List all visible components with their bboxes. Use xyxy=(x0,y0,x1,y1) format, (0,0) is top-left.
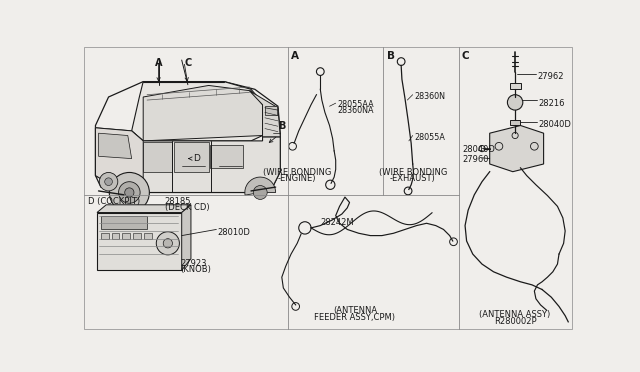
Polygon shape xyxy=(182,205,191,270)
Text: 28185: 28185 xyxy=(164,197,191,206)
Bar xyxy=(97,212,182,270)
Polygon shape xyxy=(99,133,132,158)
Circle shape xyxy=(109,173,149,212)
Text: A: A xyxy=(155,58,163,68)
Circle shape xyxy=(508,95,523,110)
Polygon shape xyxy=(97,205,191,212)
Polygon shape xyxy=(174,142,209,172)
Bar xyxy=(265,106,277,115)
Text: FEEDER ASSY,CPM): FEEDER ASSY,CPM) xyxy=(314,312,396,322)
Text: 28242M: 28242M xyxy=(320,218,354,227)
Circle shape xyxy=(99,173,118,191)
Text: 28360N: 28360N xyxy=(414,92,445,102)
Text: 27962: 27962 xyxy=(538,71,564,81)
Bar xyxy=(111,233,119,240)
Bar xyxy=(101,233,109,240)
Polygon shape xyxy=(250,91,280,137)
Polygon shape xyxy=(490,125,543,172)
Text: 28040D: 28040D xyxy=(538,120,571,129)
Circle shape xyxy=(118,182,140,203)
Polygon shape xyxy=(143,86,262,141)
Bar xyxy=(122,233,130,240)
Text: (DECK CD): (DECK CD) xyxy=(164,203,209,212)
Text: (ANTENNA ASSY): (ANTENNA ASSY) xyxy=(479,310,551,319)
Polygon shape xyxy=(143,142,172,172)
Text: (WIRE BONDING: (WIRE BONDING xyxy=(263,168,332,177)
Text: D: D xyxy=(193,154,200,163)
Bar xyxy=(101,216,147,230)
Bar xyxy=(511,120,520,125)
Text: -EXHAUST): -EXHAUST) xyxy=(390,174,436,183)
Circle shape xyxy=(156,232,179,255)
Text: B: B xyxy=(278,121,285,131)
Text: R280002P: R280002P xyxy=(494,317,536,326)
Circle shape xyxy=(163,239,172,248)
Text: (ANTENNA: (ANTENNA xyxy=(333,307,377,315)
Circle shape xyxy=(125,188,134,197)
Polygon shape xyxy=(132,81,262,141)
Text: C: C xyxy=(462,51,470,61)
Text: 28216: 28216 xyxy=(538,99,564,108)
Text: 28055AA: 28055AA xyxy=(337,100,374,109)
Bar xyxy=(133,233,141,240)
Polygon shape xyxy=(95,128,143,192)
Text: (WIRE BONDING: (WIRE BONDING xyxy=(378,168,447,177)
Text: 27923: 27923 xyxy=(180,259,207,268)
Text: 28055A: 28055A xyxy=(414,133,445,142)
Text: 28040D: 28040D xyxy=(462,145,495,154)
Text: 28360NA: 28360NA xyxy=(337,106,374,115)
Text: B: B xyxy=(387,51,394,61)
Text: (KNOB): (KNOB) xyxy=(180,265,211,274)
Polygon shape xyxy=(95,128,280,192)
Text: C: C xyxy=(184,58,191,68)
Bar xyxy=(144,233,152,240)
Polygon shape xyxy=(210,145,243,168)
Text: -ENGINE): -ENGINE) xyxy=(278,174,316,183)
Text: D (COCKPIT): D (COCKPIT) xyxy=(88,197,140,206)
Text: 27960: 27960 xyxy=(462,155,488,164)
Bar xyxy=(509,83,520,89)
Circle shape xyxy=(105,178,113,186)
Text: 28010D: 28010D xyxy=(217,228,250,237)
Circle shape xyxy=(253,186,267,199)
Text: A: A xyxy=(291,51,299,61)
Wedge shape xyxy=(245,177,276,195)
